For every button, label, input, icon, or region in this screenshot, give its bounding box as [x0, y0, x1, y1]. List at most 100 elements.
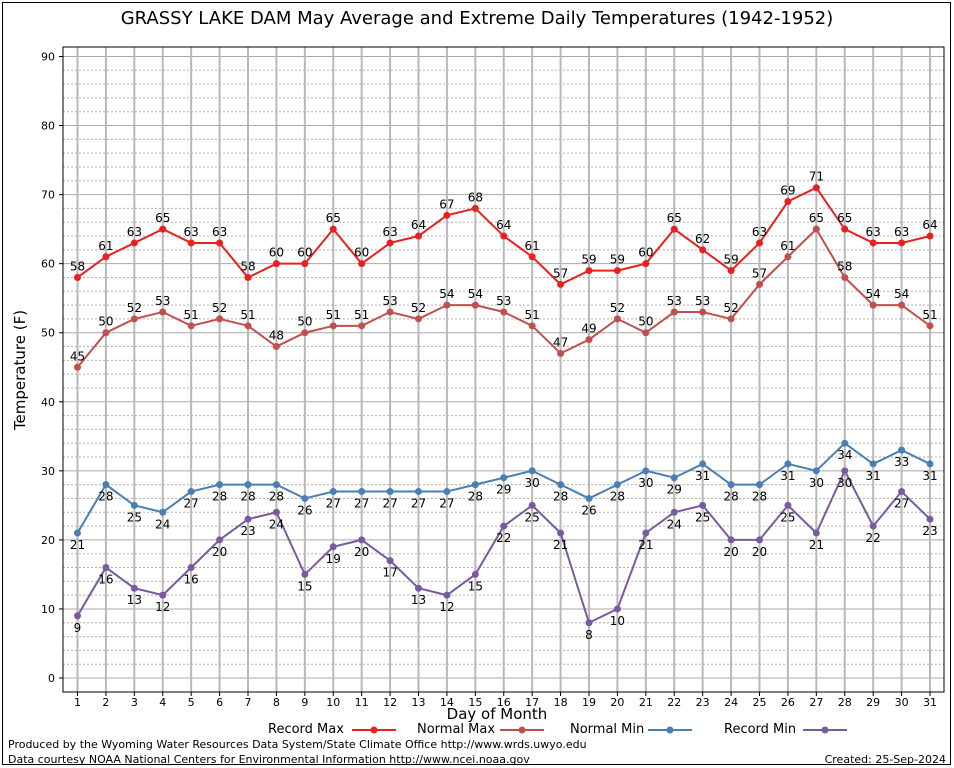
data-point [869, 239, 877, 247]
data-label: 52 [411, 301, 426, 315]
data-point [187, 488, 195, 496]
data-point [443, 301, 451, 309]
data-label: 50 [297, 315, 312, 329]
data-point [130, 315, 138, 323]
data-label: 51 [354, 308, 369, 322]
data-label: 27 [326, 497, 341, 511]
data-point [670, 225, 678, 233]
data-point [187, 564, 195, 572]
data-label: 53 [382, 294, 397, 308]
data-label: 63 [752, 225, 767, 239]
data-label: 49 [581, 322, 596, 336]
data-point [642, 529, 650, 537]
data-point [642, 467, 650, 475]
y-tick-label: 90 [41, 51, 55, 64]
data-point [102, 564, 110, 572]
data-label: 63 [212, 225, 227, 239]
data-label: 65 [837, 211, 852, 225]
data-label: 25 [525, 510, 540, 524]
data-point [841, 225, 849, 233]
data-label: 61 [98, 239, 113, 253]
x-tick-label: 23 [696, 696, 710, 709]
x-tick-label: 2 [102, 696, 109, 709]
data-label: 63 [894, 225, 909, 239]
data-label: 31 [695, 469, 710, 483]
footer-data-courtesy: Data courtesy NOAA National Centers for … [8, 753, 530, 766]
data-label: 19 [326, 552, 341, 566]
data-point [130, 239, 138, 247]
data-label: 50 [638, 315, 653, 329]
data-label: 28 [610, 490, 625, 504]
data-label: 59 [723, 253, 738, 267]
data-point [272, 508, 280, 516]
data-point [784, 253, 792, 261]
chart-title: GRASSY LAKE DAM May Average and Extreme … [120, 8, 834, 29]
data-label: 15 [468, 579, 483, 593]
data-point [500, 232, 508, 240]
data-point [500, 474, 508, 482]
data-point [585, 267, 593, 275]
data-point [329, 488, 337, 496]
data-point [528, 253, 536, 261]
data-label: 29 [496, 483, 511, 497]
data-point [130, 584, 138, 592]
footer-created-date: Created: 25-Sep-2024 [824, 753, 946, 766]
x-tick-label: 19 [582, 696, 596, 709]
data-point [358, 536, 366, 544]
legend-marker [666, 726, 674, 734]
data-label: 21 [638, 538, 653, 552]
data-label: 17 [382, 566, 397, 580]
x-tick-label: 27 [809, 696, 823, 709]
legend-marker [518, 726, 526, 734]
data-point [74, 363, 81, 371]
y-tick-label: 50 [41, 327, 55, 340]
data-label: 65 [809, 211, 824, 225]
data-point [841, 439, 849, 447]
legend-label-record-max: Record Max [268, 722, 344, 737]
data-point [216, 481, 224, 489]
data-point [74, 529, 81, 537]
data-label: 69 [780, 184, 795, 198]
data-label: 12 [155, 600, 170, 614]
data-label: 60 [354, 246, 369, 260]
data-point [244, 515, 252, 523]
data-point [386, 557, 394, 565]
data-label: 29 [667, 483, 682, 497]
data-point [898, 301, 906, 309]
legend-marker [821, 726, 829, 734]
data-point [386, 308, 394, 316]
data-point [244, 273, 252, 281]
data-label: 26 [297, 503, 312, 517]
data-point [386, 239, 394, 247]
data-label: 28 [553, 490, 568, 504]
y-tick-label: 70 [41, 189, 55, 202]
data-label: 27 [439, 497, 454, 511]
data-label: 52 [610, 301, 625, 315]
data-label: 58 [240, 259, 255, 273]
data-point [358, 260, 366, 268]
data-point [784, 501, 792, 509]
data-point [869, 460, 877, 468]
data-point [756, 481, 763, 489]
data-label: 28 [723, 490, 738, 504]
data-point [500, 522, 508, 530]
data-label: 59 [581, 253, 596, 267]
data-label: 52 [127, 301, 142, 315]
data-point [613, 605, 621, 613]
data-label: 28 [468, 490, 483, 504]
data-point [784, 198, 792, 206]
x-tick-label: 29 [866, 696, 880, 709]
data-label: 51 [240, 308, 255, 322]
data-label: 22 [496, 531, 511, 545]
data-point [699, 460, 707, 468]
data-point [699, 308, 707, 316]
data-label: 54 [468, 287, 483, 301]
data-point [386, 488, 394, 496]
data-point [898, 446, 906, 454]
data-point [301, 570, 309, 578]
y-tick-label: 60 [41, 258, 55, 271]
data-label: 67 [439, 197, 454, 211]
x-tick-label: 12 [383, 696, 397, 709]
data-label: 21 [70, 538, 85, 552]
